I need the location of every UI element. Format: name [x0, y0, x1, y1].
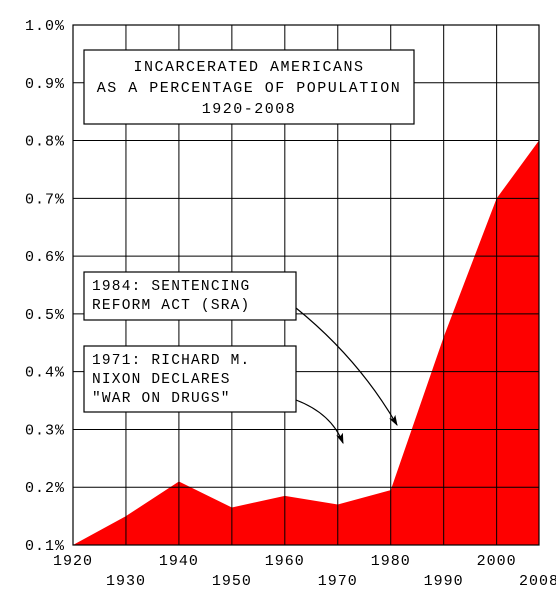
x-tick-label-minor: 1930	[106, 573, 146, 590]
annotation-text-nixon: NIXON DECLARES	[92, 372, 231, 388]
y-tick-label: 0.4%	[25, 365, 65, 382]
annotation-text-sra: REFORM ACT (SRA)	[92, 298, 250, 314]
y-tick-label: 0.9%	[25, 76, 65, 93]
x-tick-label-major: 1940	[159, 553, 199, 570]
annotation-text-nixon: 1971: RICHARD M.	[92, 353, 250, 369]
y-tick-label: 0.2%	[25, 480, 65, 497]
y-tick-label: 0.5%	[25, 307, 65, 324]
x-tick-label-minor: 1950	[212, 573, 252, 590]
y-tick-label: 0.7%	[25, 191, 65, 208]
y-tick-label: 0.6%	[25, 249, 65, 266]
y-tick-label: 0.3%	[25, 422, 65, 439]
annotation-text-sra: 1984: SENTENCING	[92, 279, 250, 295]
title-line: AS A PERCENTAGE OF POPULATION	[97, 80, 402, 97]
title-line: 1920-2008	[202, 101, 297, 118]
x-tick-label-minor: 2008	[519, 573, 556, 590]
annotation-text-nixon: "WAR ON DRUGS"	[92, 391, 231, 407]
x-tick-label-major: 2000	[477, 553, 517, 570]
incarceration-area-chart: 0.1%0.2%0.3%0.4%0.5%0.6%0.7%0.8%0.9%1.0%…	[0, 0, 556, 599]
x-tick-label-major: 1920	[53, 553, 93, 570]
y-tick-label: 0.8%	[25, 134, 65, 151]
x-tick-label-minor: 1970	[318, 573, 358, 590]
x-tick-label-minor: 1990	[424, 573, 464, 590]
title-line: INCARCERATED AMERICANS	[133, 59, 364, 76]
y-tick-label: 1.0%	[25, 18, 65, 35]
x-tick-label-major: 1960	[265, 553, 305, 570]
x-tick-label-major: 1980	[371, 553, 411, 570]
